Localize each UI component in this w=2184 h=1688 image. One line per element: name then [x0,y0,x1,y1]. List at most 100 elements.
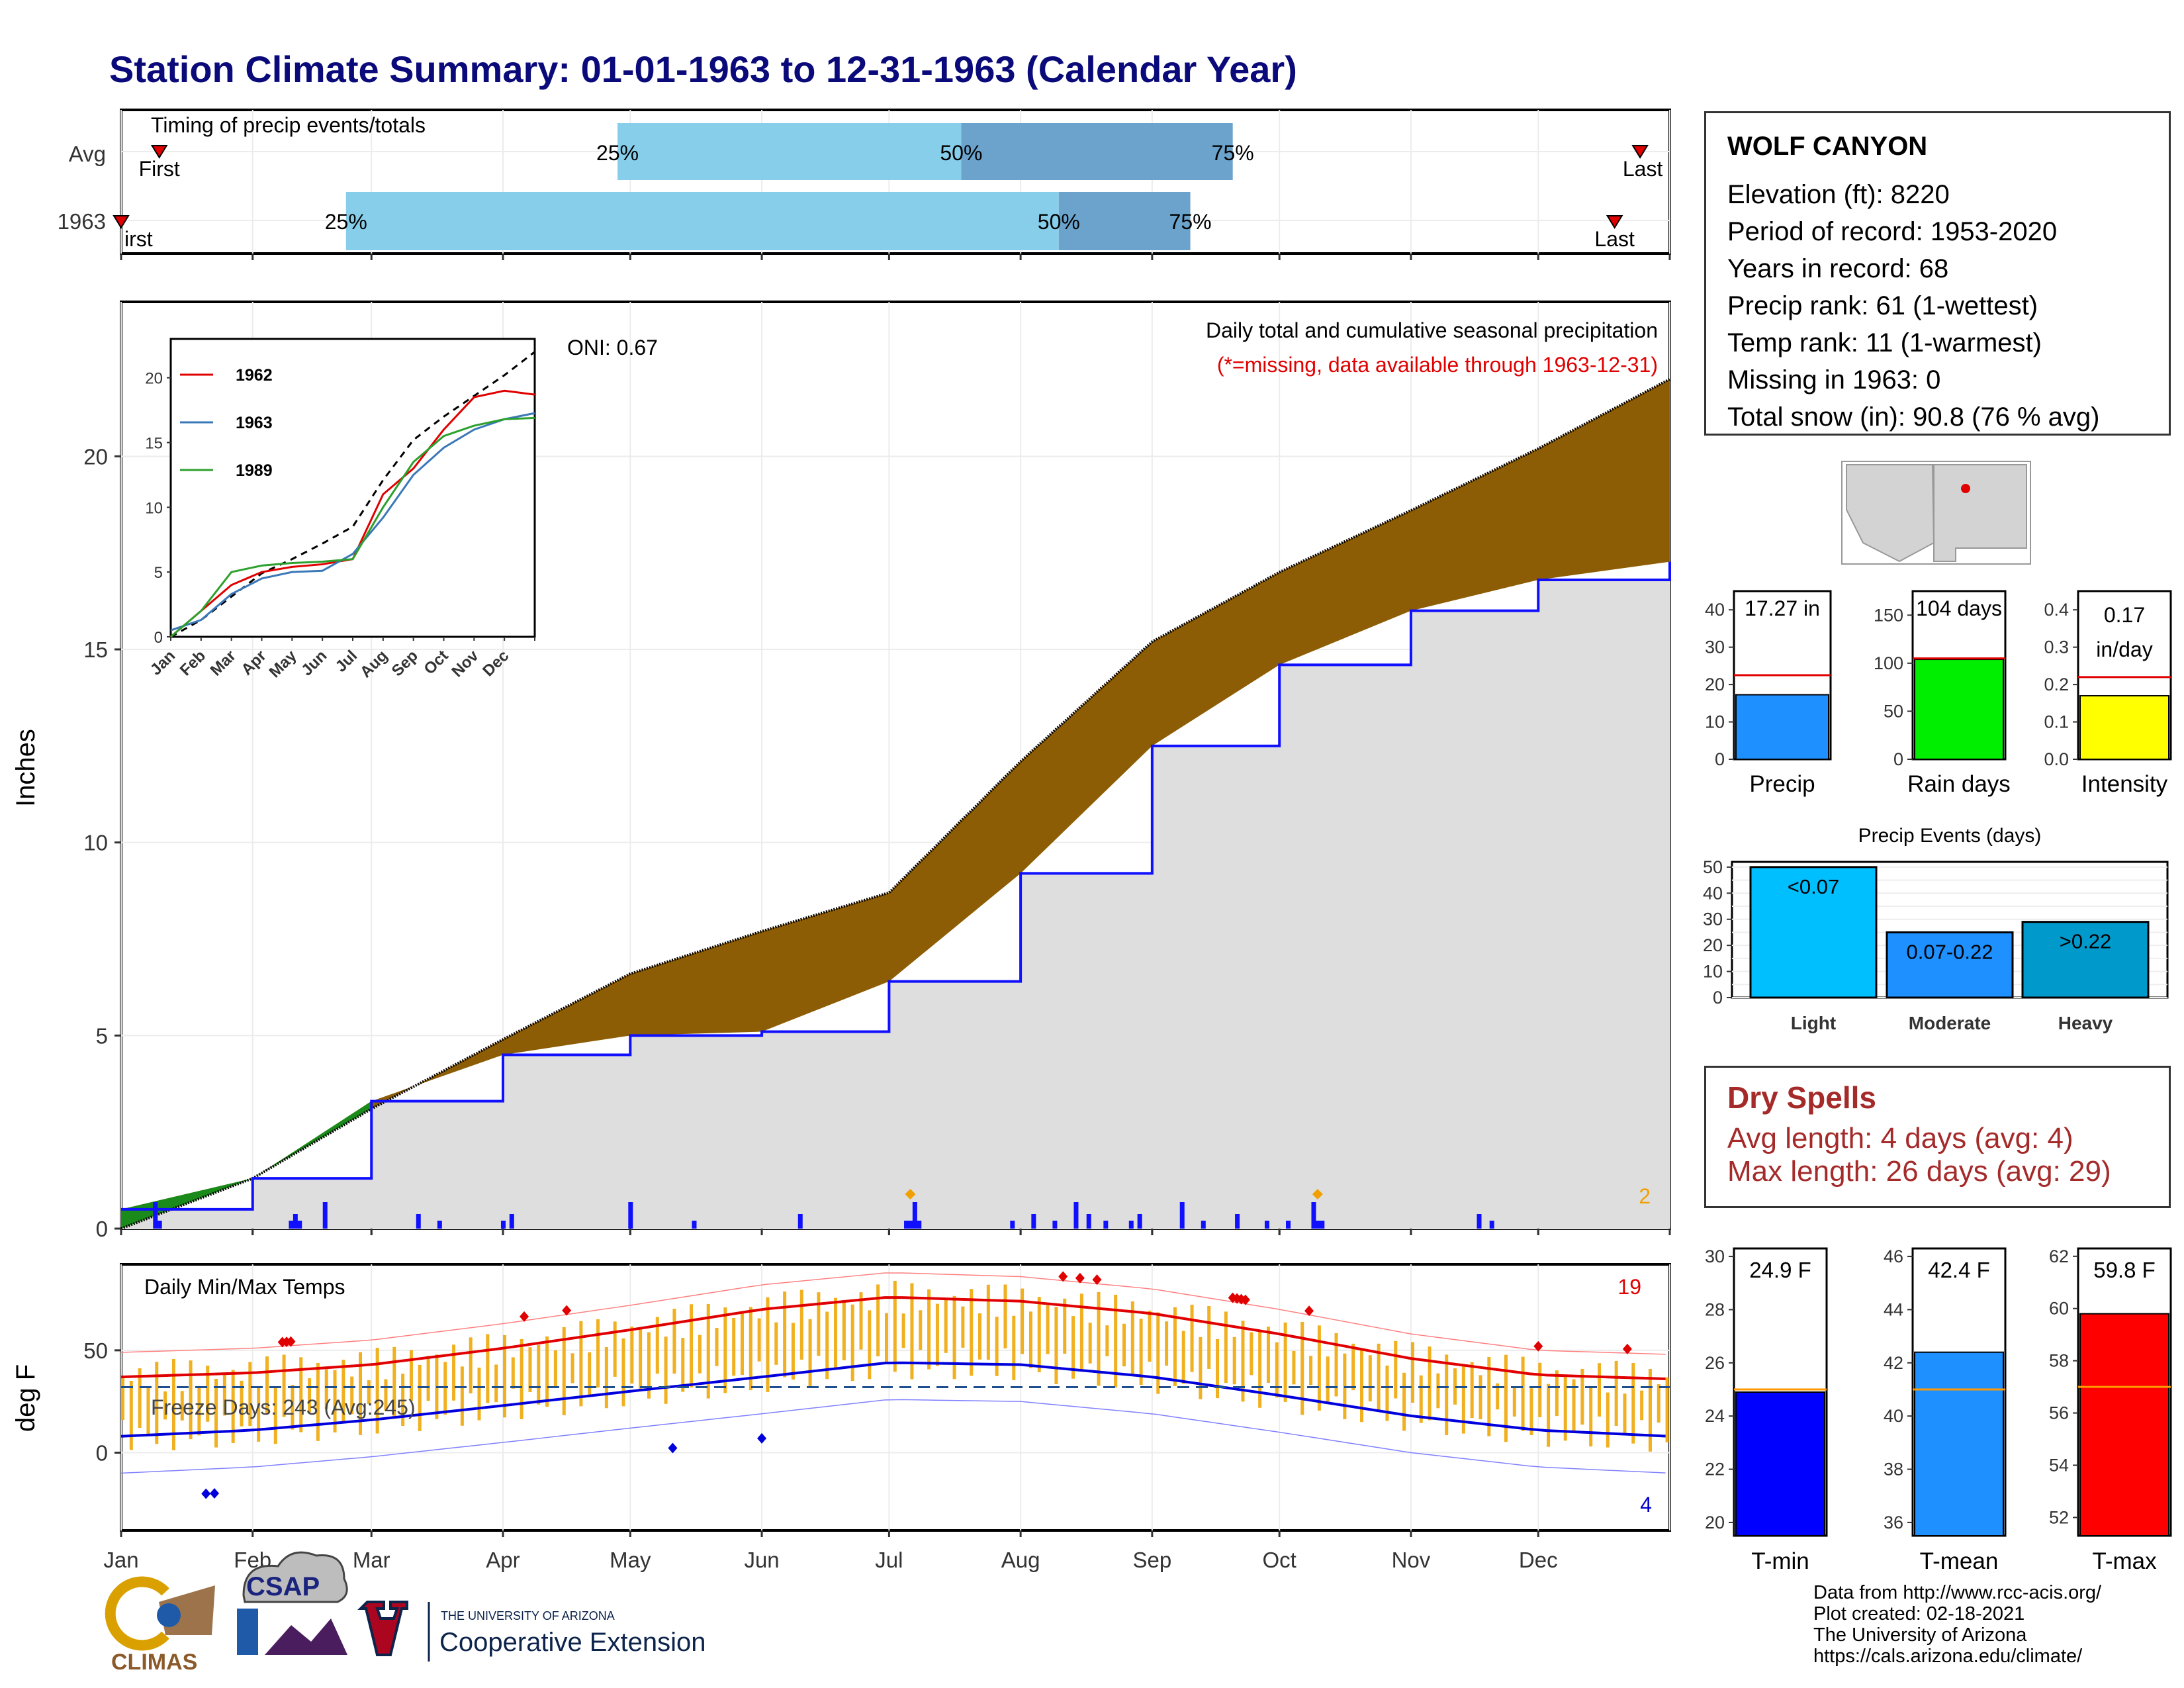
temp-daily-bar [502,1335,506,1418]
events-y-tick: 20 [1703,935,1723,955]
precip-daily-bar [1103,1221,1109,1229]
temp-daily-bar [299,1357,303,1432]
temp-daily-bar [808,1319,812,1388]
precip-daily-bar [797,1214,803,1229]
tbar-mean-bar [1914,1351,2004,1536]
temp-daily-bar [1190,1304,1194,1372]
temp-daily-bar [1529,1388,1533,1435]
precip-daily-bar [509,1214,514,1229]
precip-events-chart: Precip Events (days) 0 10 20 30 40 50 <0.07 Ligh… [1703,825,2169,1033]
precip-daily-bar [628,1202,633,1229]
month-tick-label: Sep [1133,1548,1172,1572]
temp-daily-bar [1165,1321,1169,1366]
precip-daily-bar [289,1221,294,1229]
temp-daily-bar [545,1336,549,1407]
temp-daily-bar [850,1304,854,1382]
timing-1963-last-marker [1606,215,1623,229]
temp-daily-bar [1487,1356,1491,1436]
precip-count-label: 2 [1639,1184,1651,1208]
rain-days-mini-label: Rain days [1907,771,2011,797]
oni-label: ONI: 0.67 [567,336,658,359]
max-record-count: 19 [1617,1275,1641,1299]
temp-daily-bar [1436,1373,1440,1409]
temp-record-high-marker [1092,1274,1102,1286]
tbar-y-tick: 62 [2049,1246,2069,1266]
temp-daily-bar [1580,1368,1584,1425]
temp-daily-bar [222,1373,226,1416]
timing-1963-last-label: Last [1594,227,1635,251]
temp-record-low-marker [201,1488,211,1499]
temp-daily-bar [1385,1365,1389,1421]
station-period: Period of record: 1953-2020 [1727,217,2058,246]
tbar-y-tick: 20 [1705,1513,1725,1532]
temp-daily-bar [1461,1364,1465,1434]
timing-1963-50-75-bar [1058,192,1191,250]
temp-daily-bar [1012,1315,1016,1380]
precip-max-marker [905,1189,916,1199]
precip-daily-bar [1086,1214,1091,1229]
precip-daily-bar [917,1221,922,1229]
month-tick-label: Dec [1519,1548,1558,1572]
temp-avg-max-line [120,1296,1666,1380]
events-y-tick: 10 [1703,962,1723,982]
credit-university: The University of Arizona [1813,1624,2027,1646]
timing-1963-first-label: irst [124,227,153,251]
temp-daily-bar [341,1360,345,1422]
temp-record-high-marker [1533,1340,1543,1352]
tmean-summary-chart: 36 38 40 42 44 46 42.4 F T-mean [1884,1246,2007,1574]
station-location-marker [1961,484,1970,493]
precip-daily-bar [1235,1214,1240,1229]
timing-avg-50-75-bar [961,123,1233,180]
temp-daily-bar [834,1297,838,1368]
temp-daily-bar [240,1380,244,1427]
temp-daily-bar [129,1380,133,1450]
timing-avg-first-label: First [139,157,180,181]
precip-1963-line [121,561,1671,1211]
temp-daily-bar [995,1317,999,1376]
temp-record-high-marker [1075,1272,1085,1284]
temp-daily-bar [146,1387,150,1434]
inset-y-tick: 20 [145,370,163,388]
precip-daily-bar [904,1221,909,1229]
temp-daily-bar [333,1370,337,1432]
csap-logo-text: CSAP [246,1572,320,1601]
temp-daily-bar [723,1307,727,1393]
tmax-summary-chart: 52 54 56 58 60 62 59.8 F T-max [2049,1246,2172,1574]
temp-daily-bar [511,1357,515,1389]
timing-1963-p75-label: 75% [1169,210,1212,234]
temp-daily-bar [1105,1325,1109,1356]
precip-daily-bar [1477,1214,1482,1229]
temp-daily-bar [486,1334,490,1403]
temp-daily-bar [1097,1291,1101,1386]
location-map [1841,461,2031,565]
temp-daily-bar [1122,1323,1126,1367]
inset-legend-1963: 1963 [236,414,273,432]
timing-row-avg: Avg [69,142,106,166]
temp-daily-bar [273,1387,277,1444]
temp-daily-bar [901,1313,905,1348]
ua-logo: THE UNIVERSITY OF ARIZONA Cooperative Ex… [357,1601,705,1662]
temp-daily-bar [409,1350,413,1401]
temp-daily-bar [799,1289,803,1360]
temp-daily-bar [1317,1325,1321,1411]
temp-daily-bar [1088,1323,1092,1364]
climas-logo-text: CLIMAS [111,1650,197,1675]
temp-daily-bar [791,1323,795,1380]
temp-daily-bar [706,1303,710,1399]
credits: Data from http://www.rcc-acis.org/ Plot … [1813,1582,2101,1667]
mini-y-tick: 20 [1705,675,1725,694]
mini-y-tick: 150 [1874,605,1903,625]
station-total-snow: Total snow (in): 90.8 (76 % avg) [1727,402,2100,432]
temp-daily-bar [443,1362,447,1415]
temp-daily-bar [698,1335,702,1374]
temp-record-low-marker [757,1432,767,1444]
mini-y-tick: 30 [1705,637,1725,657]
timing-1963-first-marker [113,215,130,229]
precip-1963-fill [121,561,1670,1229]
precip-y-tick: 15 [83,637,108,662]
temp-daily-bar [1309,1356,1313,1385]
temp-daily-bar [1377,1343,1381,1410]
dry-spells-box: Dry Spells Avg length: 4 days (avg: 4) M… [1704,1066,2171,1208]
temp-daily-bar [935,1303,939,1366]
